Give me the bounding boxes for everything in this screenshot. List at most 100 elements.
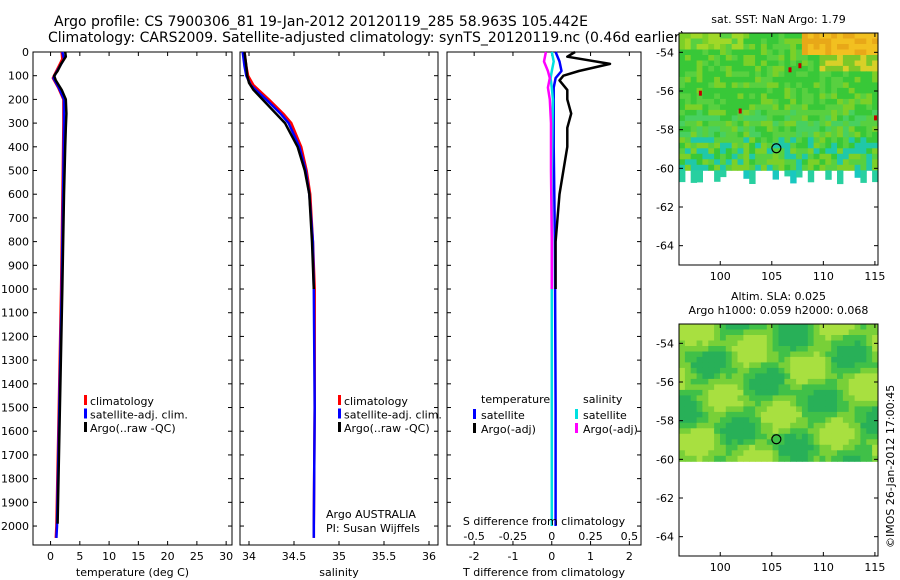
map-cell (872, 65, 879, 72)
map-cell (801, 444, 809, 451)
map-cell (784, 82, 791, 89)
map-cell (854, 164, 861, 171)
map-cell (766, 389, 774, 396)
map-cell (872, 170, 879, 183)
map-cell (696, 433, 703, 440)
map-cell (854, 44, 861, 50)
map-cell (790, 356, 797, 363)
map-cell (813, 164, 820, 171)
map-cell (854, 428, 861, 435)
map-cell (749, 324, 756, 330)
map-cell (690, 444, 698, 451)
map-cell (760, 148, 768, 155)
map-cell (690, 362, 698, 369)
map-cell (743, 49, 750, 56)
map-cell (784, 71, 791, 78)
map-cell (684, 329, 692, 336)
map-cell (866, 109, 873, 116)
map-cell (854, 87, 861, 94)
map-cell (714, 164, 721, 171)
map-cell (866, 406, 873, 413)
map-cell (749, 98, 756, 105)
map-cell (679, 142, 686, 149)
map-cell (825, 104, 832, 111)
map-cell (778, 351, 785, 358)
map-cell (825, 428, 832, 435)
map-cell (749, 439, 756, 446)
map-cell (690, 335, 698, 341)
map-cell (796, 44, 803, 50)
map-cell (807, 115, 815, 122)
map-cell (790, 76, 797, 83)
map-cell (696, 428, 703, 435)
map-cell (784, 33, 791, 39)
map-cell (807, 164, 815, 171)
map-cell (696, 38, 703, 45)
map-cell (720, 87, 727, 94)
map-cell (766, 373, 774, 380)
map-cell (702, 87, 709, 94)
map-cell (825, 351, 832, 358)
map-cell (784, 153, 791, 160)
map-cell (784, 422, 791, 429)
map-cell (866, 159, 873, 166)
map-cell (720, 433, 727, 440)
map-cell (872, 406, 879, 413)
map-cell (825, 378, 832, 385)
map-cell (854, 351, 861, 358)
map-cell (755, 351, 762, 358)
map-cell (684, 450, 692, 457)
map-cell (790, 126, 797, 133)
map-cell (801, 417, 809, 424)
map-cell (760, 44, 768, 50)
map-cell (837, 55, 844, 61)
map-cell (831, 82, 838, 89)
map-cell (790, 417, 797, 424)
map-cell (790, 340, 797, 347)
map-cell (854, 406, 861, 413)
map-cell (749, 104, 756, 111)
map-cell (708, 126, 715, 133)
map-cell (807, 433, 815, 440)
map-cell (872, 142, 879, 149)
map-cell (737, 115, 744, 122)
map-cell (778, 324, 785, 330)
map-cell (866, 362, 873, 369)
map-cell (684, 60, 692, 67)
map-cell (866, 55, 873, 61)
map-cell (796, 400, 803, 407)
map-cell (801, 115, 809, 122)
map-cell (807, 378, 815, 385)
map-cell (831, 87, 838, 94)
map-cell (807, 33, 815, 39)
map-cell (766, 33, 774, 39)
map-cell (772, 324, 779, 330)
map-cell (796, 433, 803, 440)
map-cell (737, 98, 744, 105)
map-cell (749, 422, 756, 429)
map-cell (708, 120, 715, 127)
map-cell (778, 120, 785, 127)
map-cell (743, 82, 750, 89)
map-cell (848, 131, 856, 138)
map-cell (702, 109, 709, 116)
map-cell (825, 109, 832, 116)
map-cell (848, 378, 856, 385)
map-cell (842, 340, 850, 347)
map-cell (842, 33, 850, 39)
map-cell (679, 367, 686, 374)
map-cell (807, 340, 815, 347)
map-cell (714, 439, 721, 446)
y-tick-label: 1800 (1, 473, 29, 486)
map-cell (837, 329, 844, 336)
map-cell (825, 159, 832, 166)
map-cell (796, 346, 803, 352)
map-cell (784, 455, 791, 462)
map-cell (860, 131, 867, 138)
map-cell (842, 115, 850, 122)
map-cell (848, 120, 856, 127)
map-cell (749, 33, 756, 39)
map-cell (679, 44, 686, 50)
map-cell (731, 153, 739, 160)
y-tick-label: 2000 (1, 520, 29, 533)
